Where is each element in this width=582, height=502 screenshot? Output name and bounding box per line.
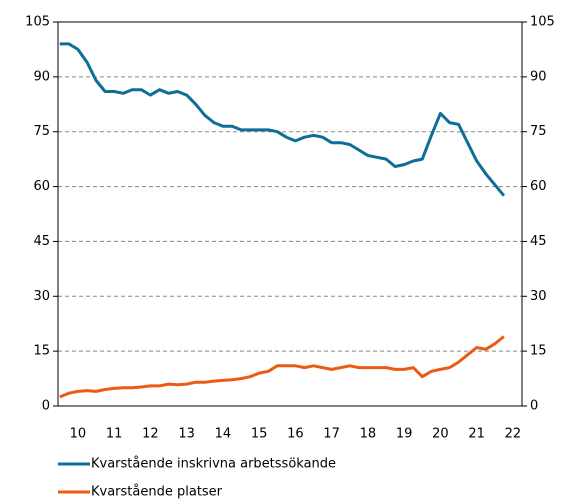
x-tick-label: 15 — [251, 427, 268, 442]
x-tick-label: 16 — [287, 427, 304, 442]
y2-tick-label: 75 — [530, 124, 547, 139]
legend-label: Kvarstående inskrivna arbetssökande — [91, 457, 336, 472]
x-tick-label: 21 — [468, 427, 485, 442]
x-tick-label: 17 — [323, 427, 340, 442]
legend-label: Kvarstående platser — [91, 485, 223, 500]
y-tick-label: 90 — [33, 69, 50, 84]
x-tick-label: 19 — [396, 427, 413, 442]
line-series — [59, 335, 505, 399]
y-tick-label: 45 — [33, 234, 50, 249]
x-tick-label: 18 — [360, 427, 377, 442]
y-tick-label: 75 — [33, 124, 50, 139]
y2-tick-label: 105 — [530, 15, 555, 30]
y-tick-label: 30 — [33, 289, 50, 304]
y-tick-label: 15 — [33, 344, 50, 359]
line-series — [59, 42, 506, 197]
x-tick-label: 10 — [70, 427, 87, 442]
x-tick-label: 12 — [142, 427, 159, 442]
y2-tick-label: 90 — [530, 69, 547, 84]
y2-tick-label: 0 — [530, 399, 538, 414]
y2-tick-label: 30 — [530, 289, 547, 304]
x-tick-label: 13 — [178, 427, 195, 442]
x-tick-label: 22 — [505, 427, 522, 442]
x-tick-label: 14 — [215, 427, 232, 442]
y-tick-label: 105 — [25, 15, 50, 30]
y2-tick-label: 15 — [530, 344, 547, 359]
y-tick-label: 60 — [33, 179, 50, 194]
x-tick-label: 20 — [432, 427, 449, 442]
y-tick-label: 0 — [42, 399, 50, 414]
x-tick-label: 11 — [106, 427, 123, 442]
y2-tick-label: 45 — [530, 234, 547, 249]
y2-tick-label: 60 — [530, 179, 547, 194]
